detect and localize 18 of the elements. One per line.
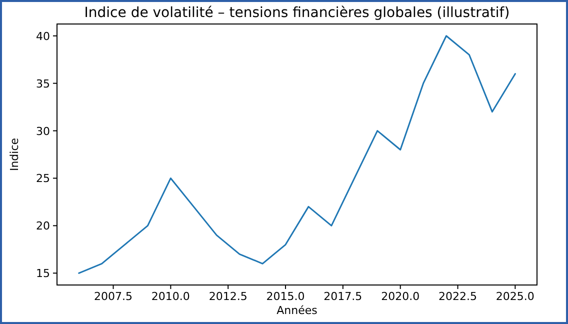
x-tick-label: 2017.5 bbox=[324, 290, 362, 303]
x-tick-label: 2025.0 bbox=[496, 290, 534, 303]
y-tick-label: 40 bbox=[36, 30, 50, 43]
y-tick-label: 25 bbox=[36, 172, 50, 186]
x-tick-label: 2010.0 bbox=[151, 290, 190, 303]
x-tick-label: 2020.0 bbox=[381, 290, 420, 303]
y-tick-label: 30 bbox=[36, 124, 50, 138]
y-axis-title: Indice bbox=[8, 138, 21, 172]
chart-title: Indice de volatilité – tensions financières globales (illustratif) bbox=[84, 5, 510, 21]
x-tick-label: 2007.5 bbox=[94, 290, 133, 303]
y-tick-label: 15 bbox=[36, 267, 50, 280]
x-axis-title: Années bbox=[276, 304, 318, 317]
y-tick-label: 20 bbox=[36, 220, 50, 233]
x-tick-label: 2012.5 bbox=[208, 290, 248, 303]
line-series bbox=[78, 35, 516, 274]
y-tick-label: 35 bbox=[36, 77, 50, 90]
x-tick-label: 2015.0 bbox=[266, 290, 305, 303]
x-tick-label: 2022.5 bbox=[438, 290, 478, 303]
